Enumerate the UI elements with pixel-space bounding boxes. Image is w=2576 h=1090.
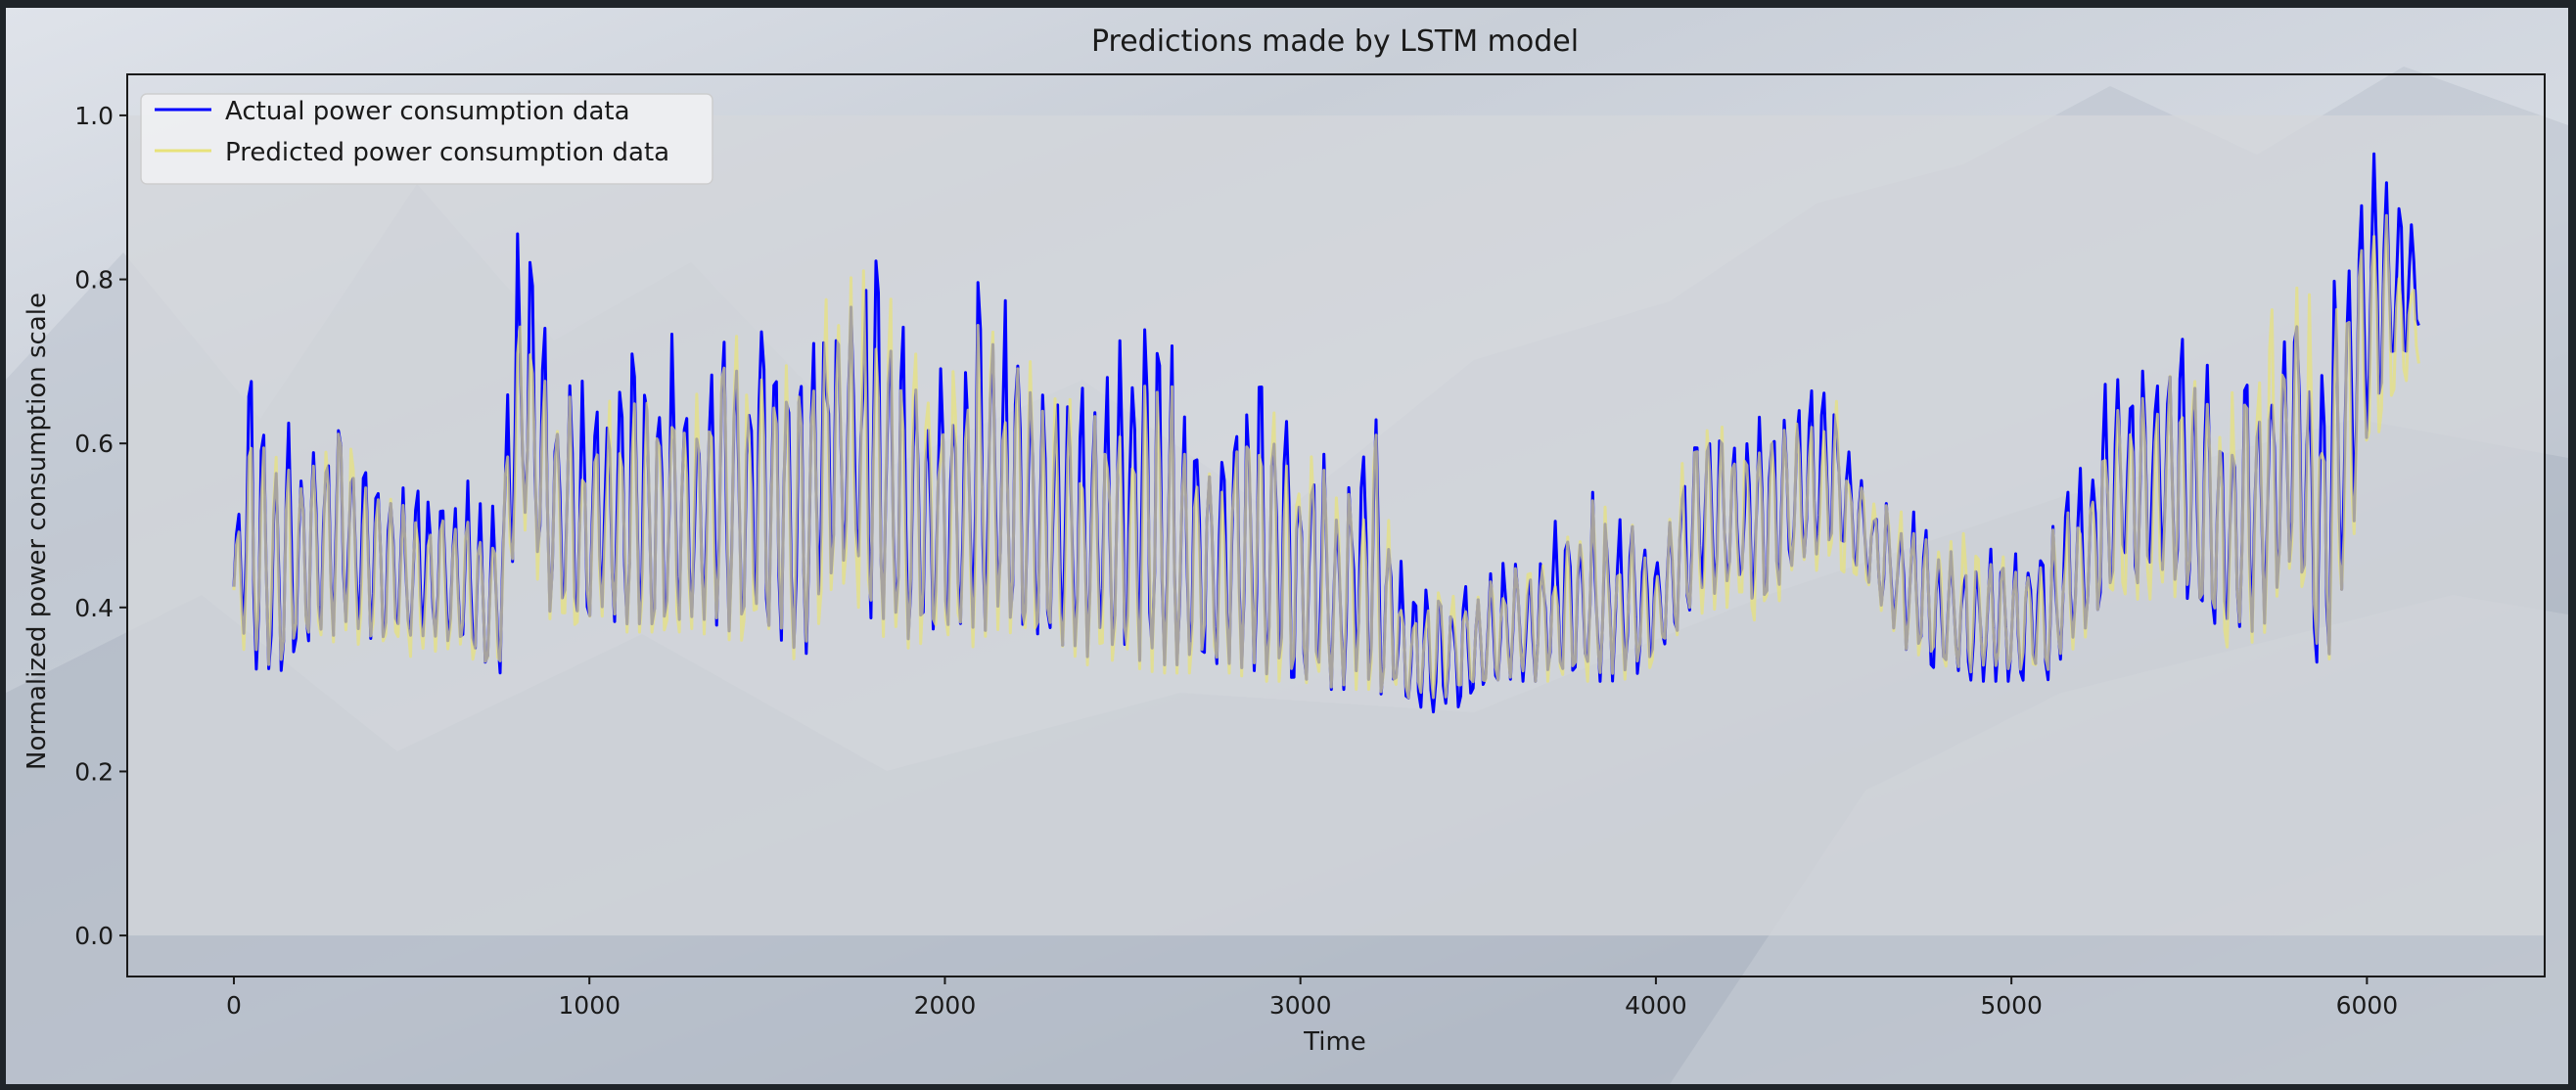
x-axis-label: Time bbox=[1303, 1027, 1366, 1057]
y-axis-label: Normalized power consumption scale bbox=[23, 293, 52, 770]
x-tick-label: 3000 bbox=[1269, 991, 1332, 1020]
chart-title: Predictions made by LSTM model bbox=[1091, 24, 1579, 59]
x-tick-label: 6000 bbox=[2336, 991, 2399, 1020]
y-tick-label: 1.0 bbox=[74, 102, 114, 130]
y-tick-label: 0.2 bbox=[74, 757, 114, 786]
chart-figure: Predictions made by LSTM model 0 1000 2000… bbox=[6, 8, 2568, 1084]
x-tick-label: 0 bbox=[226, 991, 242, 1020]
y-tick-label: 0.6 bbox=[74, 430, 114, 458]
y-tick-label: 0.8 bbox=[74, 266, 114, 295]
line-chart: Predictions made by LSTM model 0 1000 2000… bbox=[23, 24, 2546, 1057]
legend: Actual power consumption data Predicted … bbox=[140, 93, 713, 185]
x-tick-label: 5000 bbox=[1980, 991, 2043, 1020]
legend-label-actual: Actual power consumption data bbox=[225, 97, 630, 126]
y-tick-label: 0.0 bbox=[74, 922, 114, 950]
x-tick-label: 1000 bbox=[558, 991, 621, 1020]
series-layer bbox=[232, 152, 2420, 714]
x-axis-ticks: 0 1000 2000 3000 4000 5000 6000 bbox=[226, 976, 2398, 1020]
legend-box bbox=[140, 93, 713, 185]
y-tick-label: 0.4 bbox=[74, 594, 114, 622]
x-tick-label: 4000 bbox=[1625, 991, 1687, 1020]
predicted-series-line bbox=[232, 213, 2420, 700]
legend-label-predicted: Predicted power consumption data bbox=[225, 138, 669, 167]
x-tick-label: 2000 bbox=[914, 991, 977, 1020]
y-axis-ticks: 0.0 0.2 0.4 0.6 0.8 1.0 bbox=[74, 102, 127, 950]
axes-frame bbox=[126, 73, 2546, 977]
